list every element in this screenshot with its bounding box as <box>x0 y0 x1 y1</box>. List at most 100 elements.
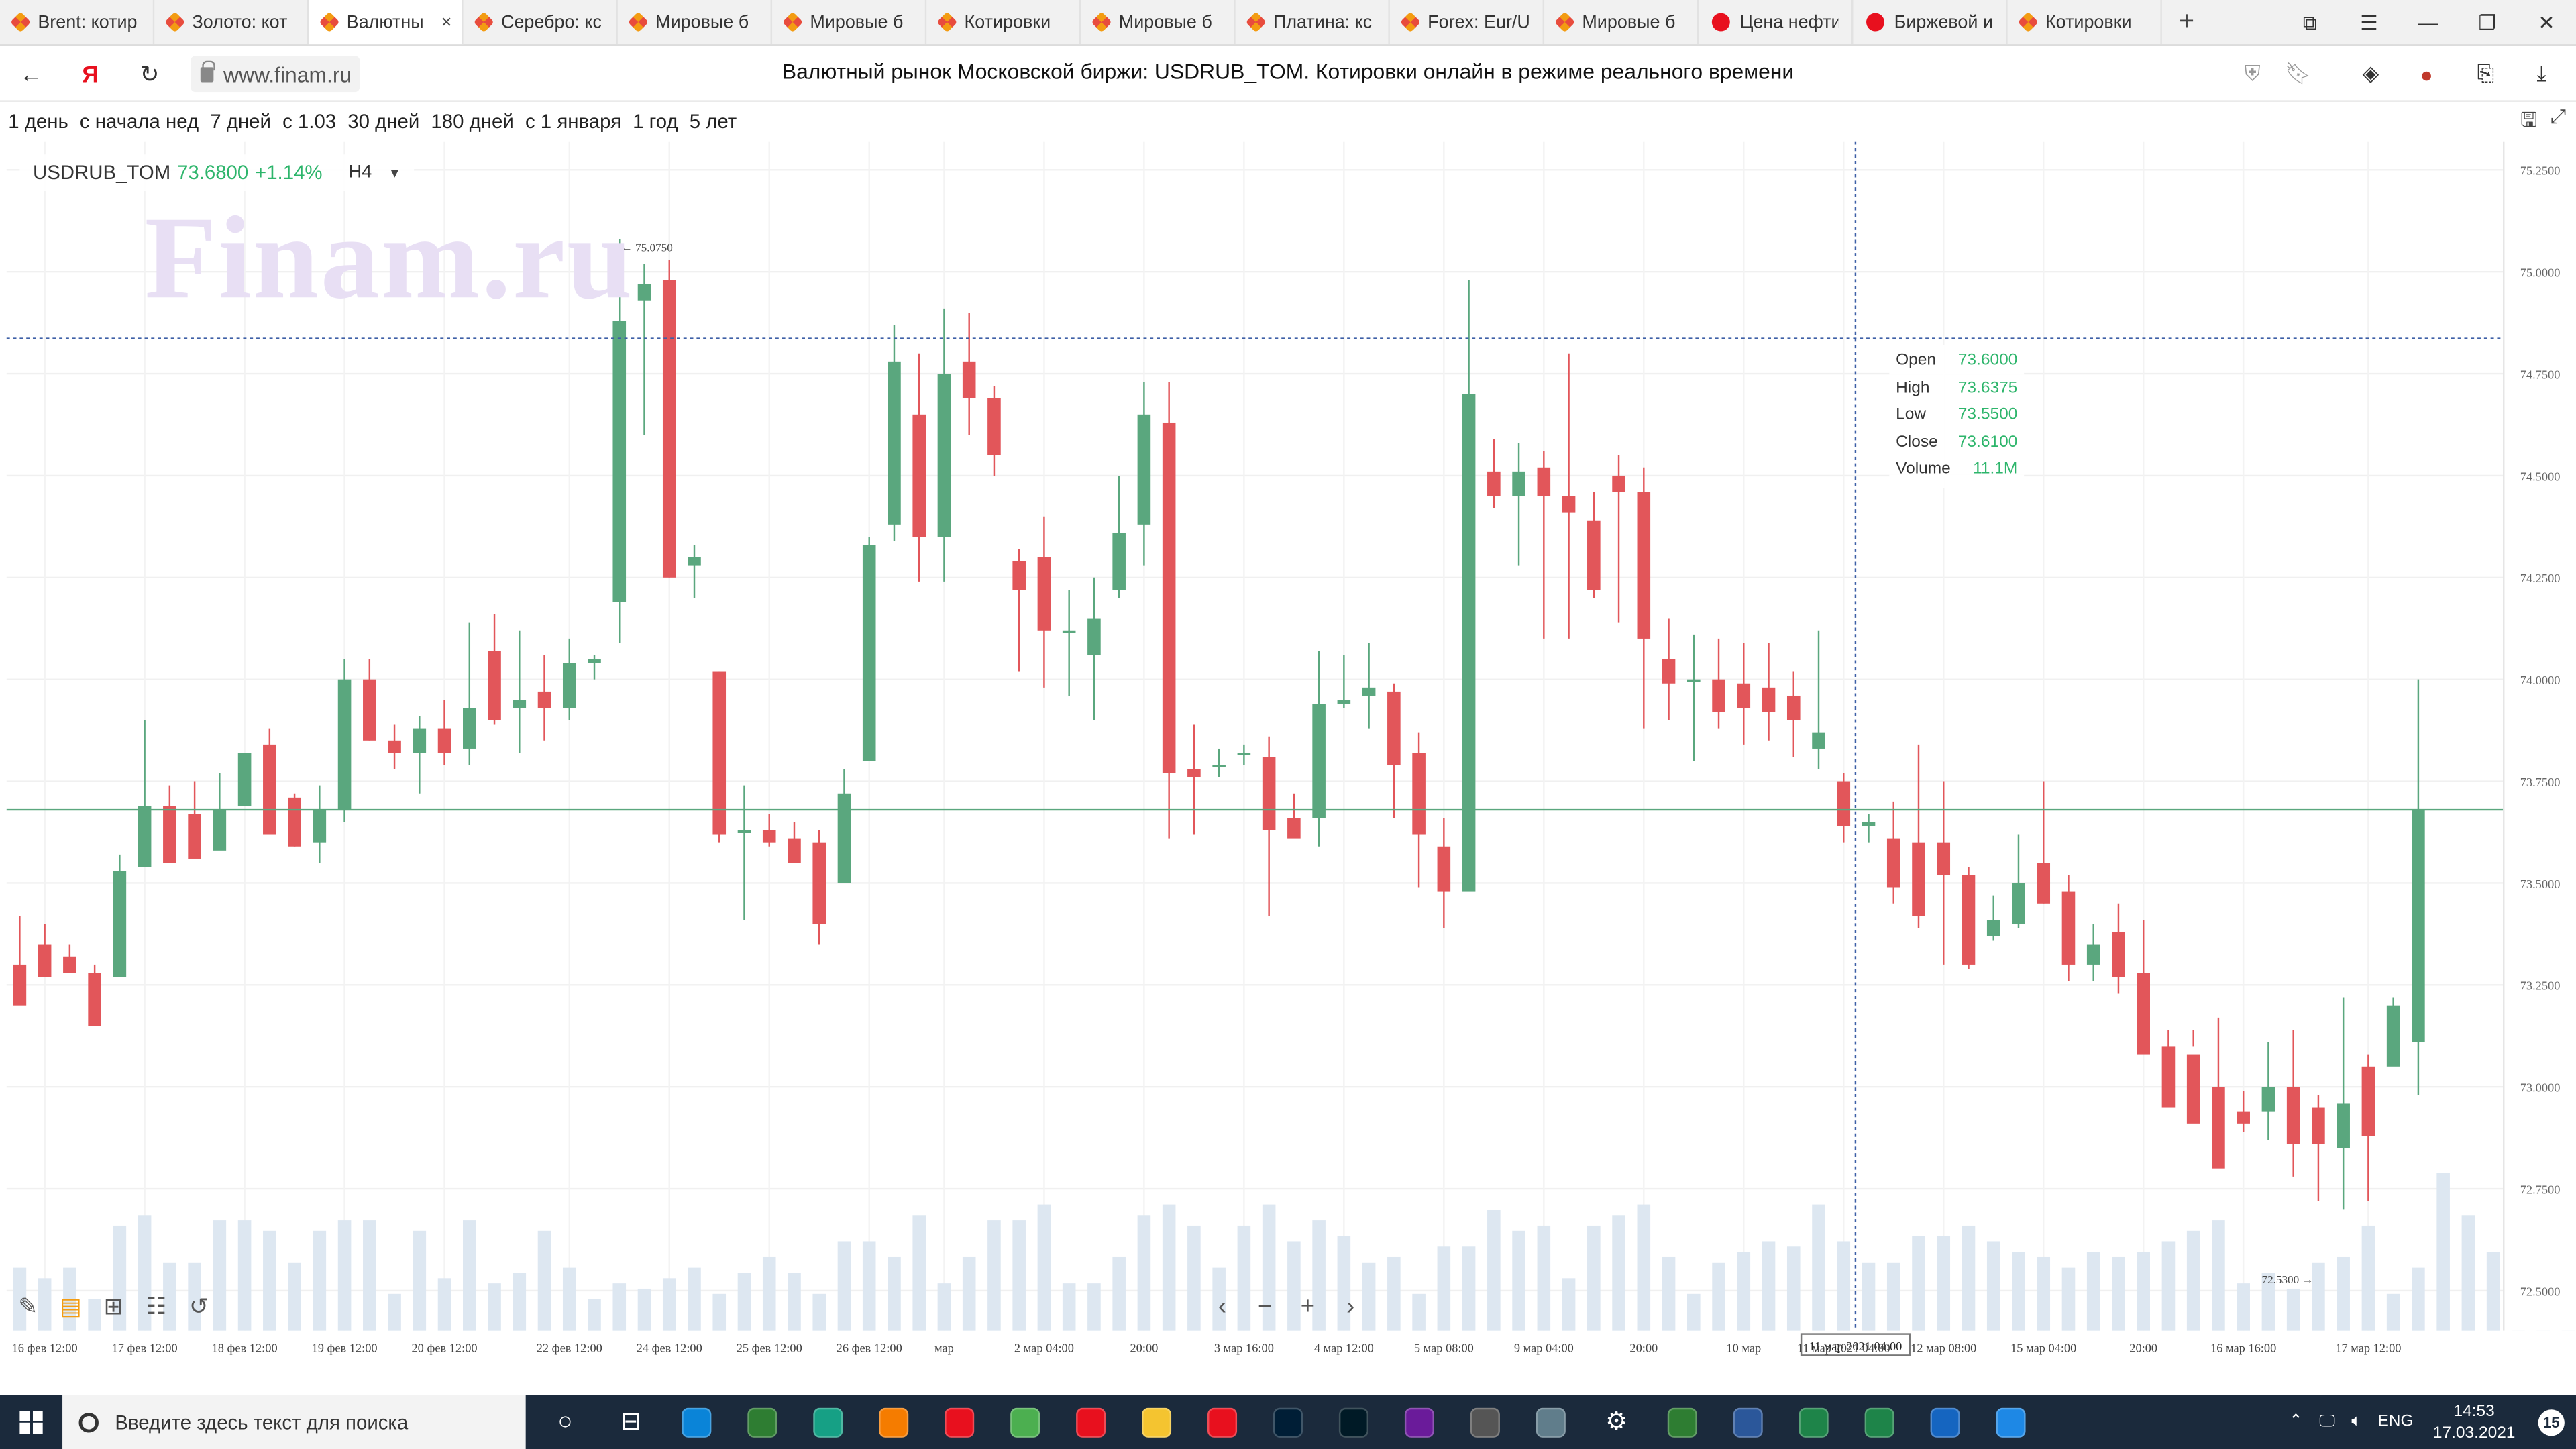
candlestick-chart-svg[interactable]: 73.680074.836311 мар 2021 04:00← 75.0750… <box>0 141 2576 1364</box>
extensions-icon[interactable]: ⎘ <box>2477 60 2495 86</box>
volume-bar <box>1287 1241 1301 1331</box>
lightroom-icon[interactable] <box>1321 1395 1387 1449</box>
tab-12[interactable]: Биржевой и <box>1853 0 2008 45</box>
maximize-button[interactable]: ❐ <box>2478 11 2496 35</box>
opera-icon[interactable] <box>1058 1395 1124 1449</box>
task-view-icon[interactable]: ○ <box>557 1407 573 1436</box>
bookmarks-panel-icon[interactable]: ⧉ <box>2302 10 2317 34</box>
tab-6[interactable]: Котировки <box>926 0 1081 45</box>
period-option[interactable]: 1 день <box>8 110 68 133</box>
period-option[interactable]: с начала нед <box>79 110 199 133</box>
yandex-browser-icon[interactable] <box>926 1395 992 1449</box>
chrome-icon[interactable] <box>992 1395 1058 1449</box>
zoom-in-icon[interactable]: + <box>1300 1292 1316 1320</box>
reset-icon[interactable]: ↺ <box>189 1292 209 1319</box>
finam-trade-icon[interactable] <box>729 1395 795 1449</box>
x-tick-label: 20:00 <box>1629 1342 1658 1355</box>
qlik-icon[interactable] <box>1781 1395 1847 1449</box>
volume-bar <box>1012 1220 1026 1331</box>
menu-icon[interactable]: ☰ <box>2360 11 2378 35</box>
sync-icon[interactable] <box>1978 1395 2044 1449</box>
sixtyfour-icon[interactable] <box>1913 1395 1978 1449</box>
back-icon[interactable]: ← <box>19 60 43 87</box>
save-icon[interactable]: 🖫︎ <box>2520 108 2538 131</box>
tab-7[interactable]: Мировые б <box>1081 0 1236 45</box>
volume-icon[interactable]: 🔈︎ <box>2351 1413 2361 1432</box>
explorer-icon[interactable] <box>1124 1395 1189 1449</box>
podcast-icon[interactable] <box>1387 1395 1452 1449</box>
qlik2-icon[interactable] <box>1847 1395 1913 1449</box>
scroll-right-icon[interactable]: › <box>1346 1292 1355 1320</box>
network-icon[interactable]: 🖵︎ <box>2319 1413 2335 1432</box>
period-option[interactable]: 30 дней <box>347 110 420 133</box>
volume-bar <box>937 1283 951 1331</box>
add-indicator-icon[interactable]: ⊞ <box>103 1292 123 1319</box>
volume-bar <box>337 1220 352 1331</box>
timeframe-selector[interactable]: H4 <box>348 162 372 182</box>
zoom-out-icon[interactable]: − <box>1257 1292 1273 1320</box>
tab-10[interactable]: Мировые б <box>1544 0 1699 45</box>
period-option[interactable]: с 1 января <box>525 110 622 133</box>
yandex-logo-icon[interactable]: Я <box>82 60 99 87</box>
close-tab-icon[interactable]: × <box>441 12 452 32</box>
scroll-left-icon[interactable]: ‹ <box>1218 1292 1227 1320</box>
period-option[interactable]: 7 дней <box>210 110 271 133</box>
photoshop-icon[interactable] <box>1255 1395 1321 1449</box>
notification-center[interactable]: 15 <box>2527 1395 2576 1449</box>
collections-icon[interactable]: ◈ <box>2362 60 2379 86</box>
bookmark-icon[interactable]: 🔖︎ <box>2284 60 2312 86</box>
word-icon[interactable] <box>1715 1395 1781 1449</box>
clock[interactable]: 14:53 17.03.2021 <box>2422 1401 2527 1444</box>
tab-8[interactable]: Платина: кс <box>1236 0 1390 45</box>
period-option[interactable]: 180 дней <box>431 110 514 133</box>
firefox-icon[interactable] <box>861 1395 926 1449</box>
tab-4[interactable]: Мировые б <box>618 0 773 45</box>
yandex-icon[interactable] <box>1189 1395 1255 1449</box>
candle-body <box>1087 618 1101 655</box>
fullscreen-icon[interactable]: ⤢ <box>2550 105 2567 129</box>
tab-0[interactable]: Brent: котир <box>0 0 155 45</box>
new-tab-button[interactable]: + <box>2179 7 2195 36</box>
candle-body <box>962 361 976 398</box>
volume-bar <box>2312 1262 2325 1331</box>
price-chart[interactable]: 73.680074.836311 мар 2021 04:00← 75.0750… <box>0 141 2576 1364</box>
edge-icon[interactable] <box>663 1395 729 1449</box>
tab-3[interactable]: Серебро: кс <box>464 0 618 45</box>
tray-chevron-icon[interactable]: ⌃ <box>2289 1413 2303 1432</box>
reload-icon[interactable]: ↻ <box>140 60 160 87</box>
tab-11[interactable]: Цена нефти <box>1699 0 1854 45</box>
download-icon[interactable]: ⤓ <box>2536 60 2546 86</box>
volume-bar <box>2286 1288 2300 1331</box>
tooltip-value: 73.6000 <box>1957 352 2018 370</box>
windows-start-icon[interactable] <box>0 1395 62 1449</box>
lock-icon <box>200 60 215 82</box>
alice-icon[interactable]: ● <box>2420 61 2433 87</box>
volume-bar <box>1962 1225 1976 1331</box>
window-controls: ⧉ ☰ — ❐ ✕ <box>2280 0 2576 46</box>
timeline-icon[interactable]: ⊟ <box>620 1407 641 1436</box>
terminal-icon[interactable] <box>1650 1395 1715 1449</box>
quik-icon[interactable] <box>795 1395 861 1449</box>
tab-2[interactable]: Валютны × <box>309 0 464 45</box>
mail-icon[interactable] <box>1518 1395 1584 1449</box>
period-option[interactable]: 5 лет <box>689 110 737 133</box>
candle-body <box>937 374 951 537</box>
minimize-button[interactable]: — <box>2418 11 2438 35</box>
settings-sliders-icon[interactable]: ☷ <box>146 1292 167 1319</box>
taskbar-search[interactable]: Введите здесь текст для поиска <box>62 1395 526 1449</box>
period-option[interactable]: с 1.03 <box>282 110 337 133</box>
period-option[interactable]: 1 год <box>633 110 678 133</box>
tab-9[interactable]: Forex: Eur/U <box>1390 0 1545 45</box>
url-field[interactable]: www.finam.ru <box>191 56 360 93</box>
pencil-icon[interactable]: ✎ <box>18 1292 38 1319</box>
tab-1[interactable]: Золото: кот <box>154 0 309 45</box>
notes-icon[interactable]: ▤ <box>60 1292 82 1319</box>
language-indicator[interactable]: ENG <box>2377 1413 2414 1432</box>
tab-5[interactable]: Мировые б <box>772 0 927 45</box>
calculator-icon[interactable] <box>1452 1395 1518 1449</box>
protect-icon[interactable]: ⛨ <box>2244 60 2261 86</box>
close-window-button[interactable]: ✕ <box>2538 11 2555 35</box>
settings-icon[interactable]: ⚙ <box>1605 1407 1628 1436</box>
chevron-down-icon[interactable]: ▼ <box>388 165 402 180</box>
tab-13[interactable]: Котировки <box>2008 0 2162 45</box>
